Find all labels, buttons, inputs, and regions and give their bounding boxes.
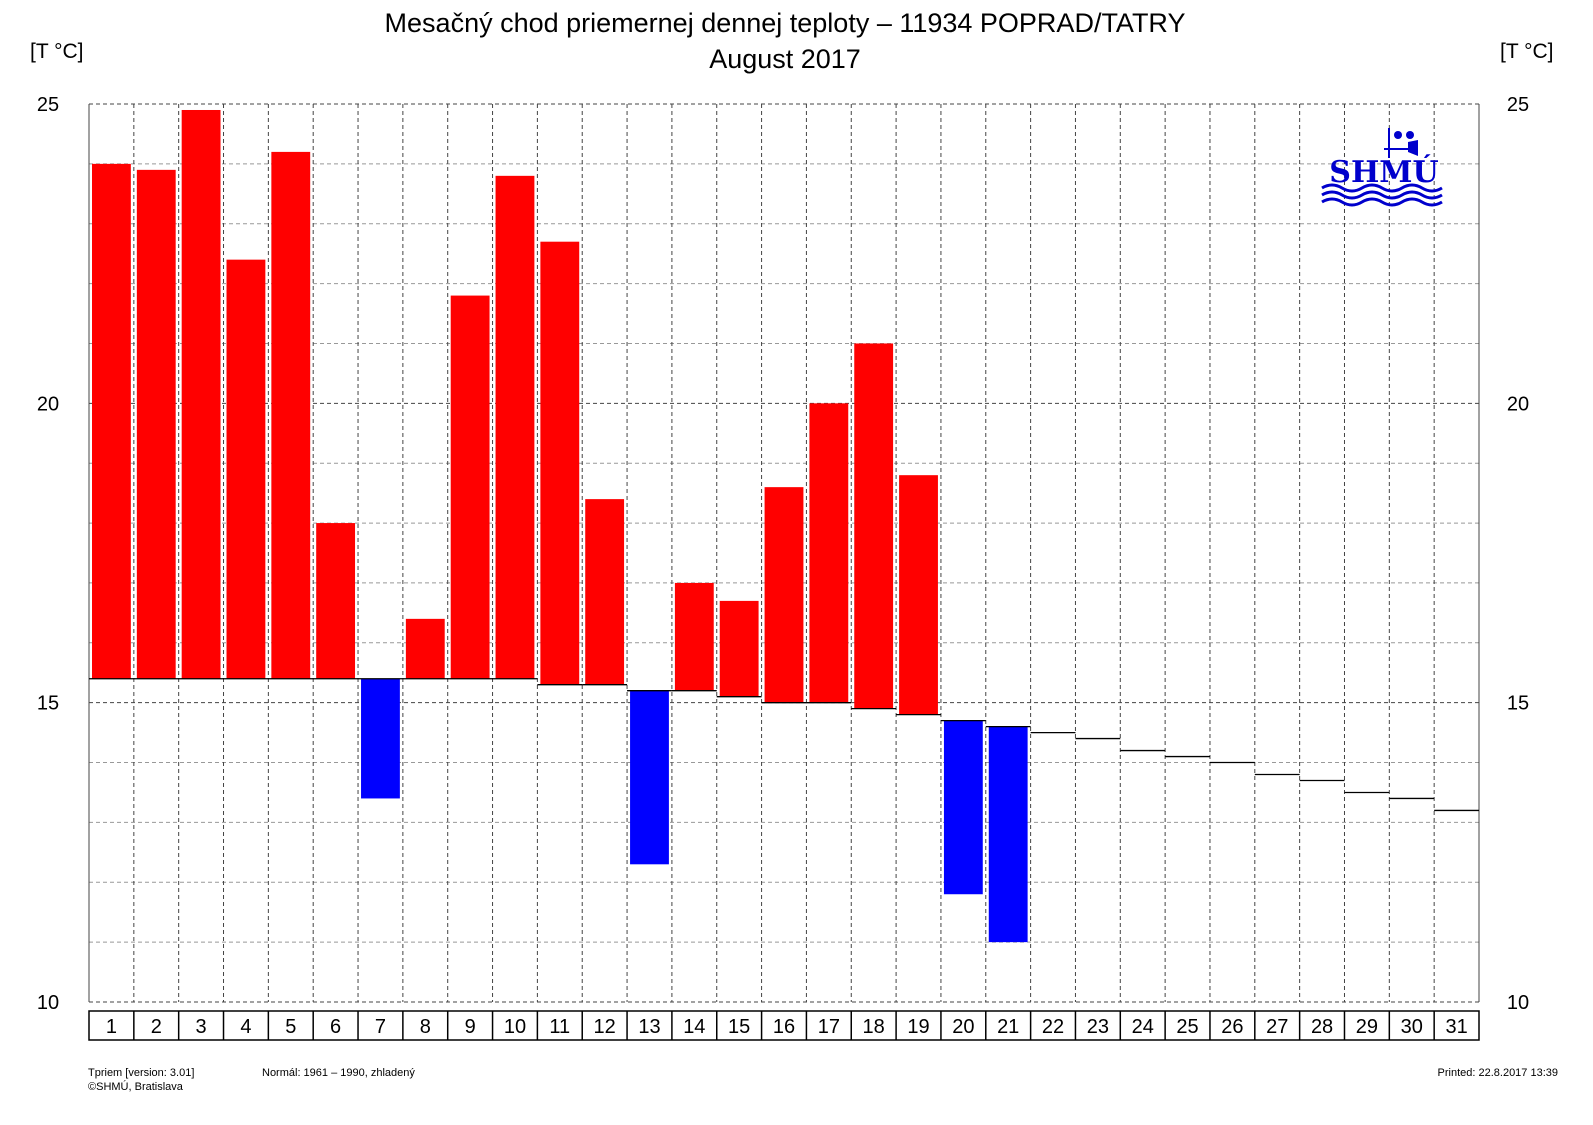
x-tick-label: 31 [1445,1016,1467,1038]
y-tick-label-left: 25 [37,94,59,116]
x-tick-label: 26 [1221,1016,1243,1038]
bar-day-15 [719,600,759,697]
footer-copyright: ©SHMÚ, Bratislava [88,1080,184,1093]
bar-day-4 [226,259,266,679]
y-tick-label-right: 20 [1507,393,1529,415]
x-tick-label: 29 [1356,1016,1378,1038]
x-tick-label: 15 [728,1016,750,1038]
y-tick-label-left: 20 [37,393,59,415]
bar-day-6 [316,523,356,679]
y-axis-label-left: [T °C] [30,40,84,63]
x-tick-label: 8 [420,1016,431,1038]
y-axis-label-right: [T °C] [1500,40,1554,63]
x-tick-label: 22 [1042,1016,1064,1038]
bar-day-10 [495,175,535,679]
x-tick-label: 30 [1401,1016,1423,1038]
footer-normal: Normál: 1961 – 1990, zhladený [262,1067,415,1079]
y-tick-label-right: 15 [1507,693,1529,715]
chart-title: Mesačný chod priemernej dennej teploty –… [385,8,1186,38]
bar-day-3 [181,109,221,679]
x-tick-label: 27 [1266,1016,1288,1038]
x-tick-label: 25 [1176,1016,1198,1038]
x-tick-label: 10 [504,1016,526,1038]
y-tick-label-left: 10 [37,992,59,1014]
bar-day-5 [271,151,311,679]
bar-day-18 [854,343,894,709]
x-tick-label: 9 [465,1016,476,1038]
x-tick-label: 16 [773,1016,795,1038]
bar-day-11 [540,241,580,685]
logo-text: SHMÚ [1329,154,1438,190]
bar-day-1 [92,163,131,679]
x-tick-label: 3 [196,1016,207,1038]
x-tick-label: 20 [952,1016,974,1038]
x-tick-label: 4 [240,1016,251,1038]
x-tick-label: 13 [638,1016,660,1038]
bar-day-19 [899,475,938,715]
footer-program: Tpriem [version: 3.01] [88,1067,194,1079]
x-tick-label: 21 [997,1016,1019,1038]
bar-day-20 [943,720,983,895]
bar-day-17 [809,403,849,703]
x-tick-label: 19 [907,1016,929,1038]
x-tick-label: 5 [285,1016,296,1038]
y-tick-label-right: 10 [1507,992,1529,1014]
bar-day-16 [764,487,804,703]
x-tick-label: 14 [683,1016,705,1038]
day-axis-box [88,1010,1480,1041]
footer-printed: Printed: 22.8.2017 13:39 [1438,1067,1558,1079]
chart-subtitle: August 2017 [709,44,861,74]
x-tick-label: 18 [863,1016,885,1038]
y-tick-label-right: 25 [1507,94,1529,116]
x-tick-label: 12 [594,1016,616,1038]
x-tick-label: 17 [818,1016,840,1038]
bar-day-8 [405,618,445,679]
x-tick-label: 11 [549,1016,570,1038]
x-tick-label: 24 [1132,1016,1154,1038]
x-tick-label: 28 [1311,1016,1333,1038]
y-tick-label-left: 15 [37,693,59,715]
bar-day-2 [136,169,176,679]
x-tick-label: 2 [151,1016,162,1038]
x-tick-label: 1 [106,1016,117,1038]
bar-day-13 [630,690,669,865]
x-tick-label: 7 [375,1016,386,1038]
x-tick-label: 6 [330,1016,341,1038]
bar-day-12 [585,499,625,685]
x-tick-label: 23 [1087,1016,1109,1038]
shmu-logo: SHMÚ [1321,128,1443,207]
bar-day-21 [988,726,1028,943]
bar-day-14 [674,582,714,691]
bar-day-9 [450,295,490,679]
bar-day-7 [361,678,400,799]
